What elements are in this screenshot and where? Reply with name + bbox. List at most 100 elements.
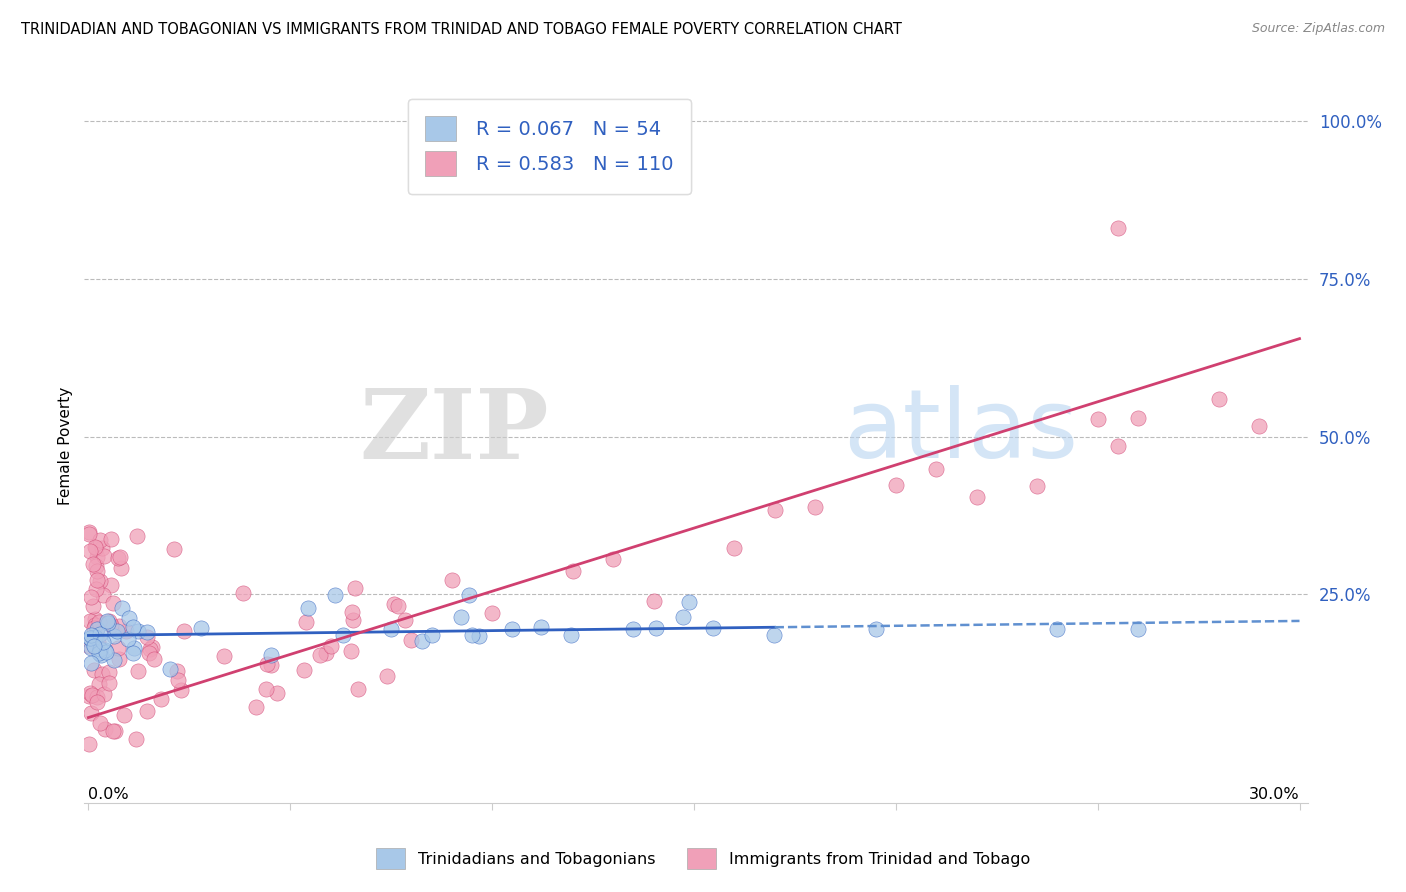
Point	[105, 624, 128, 639]
Point	[86, 622, 108, 636]
Point	[1087, 411, 1109, 425]
Point	[678, 595, 700, 609]
Point	[256, 657, 278, 671]
Point	[77, 526, 100, 541]
Point	[86, 695, 108, 709]
Point	[150, 692, 173, 706]
Point	[84, 612, 107, 626]
Point	[84, 559, 107, 574]
Point	[621, 622, 644, 636]
Point	[343, 581, 366, 595]
Point	[560, 628, 582, 642]
Point	[103, 596, 125, 610]
Text: TRINIDADIAN AND TOBAGONIAN VS IMMIGRANTS FROM TRINIDAD AND TOBAGO FEMALE POVERTY: TRINIDADIAN AND TOBAGONIAN VS IMMIGRANTS…	[21, 22, 903, 37]
Point	[468, 629, 491, 643]
Point	[141, 640, 163, 654]
Point	[115, 624, 138, 638]
Point	[89, 677, 111, 691]
Point	[77, 690, 100, 704]
Point	[80, 590, 103, 604]
Point	[79, 631, 101, 645]
Point	[315, 646, 337, 660]
Legend: Trinidadians and Tobagonians, Immigrants from Trinidad and Tobago: Trinidadians and Tobagonians, Immigrants…	[370, 842, 1036, 875]
Point	[702, 622, 724, 636]
Text: 30.0%: 30.0%	[1249, 787, 1299, 802]
Point	[1107, 221, 1129, 235]
Point	[190, 621, 212, 635]
Point	[309, 648, 332, 662]
Point	[232, 585, 254, 599]
Point	[884, 478, 907, 492]
Point	[82, 637, 104, 651]
Point	[83, 618, 105, 632]
Point	[91, 588, 114, 602]
Point	[457, 588, 479, 602]
Point	[411, 634, 433, 648]
Point	[79, 628, 101, 642]
Point	[110, 561, 132, 575]
Point	[260, 658, 283, 673]
Point	[83, 663, 105, 677]
Point	[297, 601, 319, 615]
Point	[1126, 410, 1149, 425]
Point	[170, 683, 193, 698]
Point	[294, 615, 316, 629]
Point	[86, 550, 108, 565]
Point	[762, 628, 785, 642]
Point	[162, 542, 184, 557]
Point	[103, 653, 125, 667]
Point	[89, 627, 111, 641]
Point	[86, 621, 108, 635]
Point	[173, 624, 195, 638]
Legend: R = 0.067   N = 54, R = 0.583   N = 110: R = 0.067 N = 54, R = 0.583 N = 110	[408, 99, 690, 194]
Point	[83, 631, 105, 645]
Point	[100, 578, 122, 592]
Point	[966, 491, 988, 505]
Point	[110, 550, 132, 565]
Point	[420, 628, 443, 642]
Point	[214, 648, 236, 663]
Point	[925, 462, 948, 476]
Point	[122, 640, 145, 655]
Y-axis label: Female Poverty: Female Poverty	[58, 387, 73, 505]
Point	[97, 665, 120, 680]
Point	[82, 688, 104, 702]
Point	[1208, 392, 1230, 407]
Point	[89, 642, 111, 657]
Point	[108, 651, 131, 665]
Point	[97, 615, 120, 630]
Point	[80, 706, 103, 721]
Point	[84, 541, 107, 555]
Point	[100, 532, 122, 546]
Point	[118, 611, 141, 625]
Point	[440, 573, 463, 587]
Point	[166, 664, 188, 678]
Point	[139, 641, 162, 656]
Point	[79, 631, 101, 645]
Point	[159, 662, 181, 676]
Point	[103, 629, 125, 643]
Point	[643, 594, 665, 608]
Text: 0.0%: 0.0%	[89, 787, 129, 802]
Point	[723, 541, 745, 555]
Point	[104, 724, 127, 739]
Point	[127, 528, 149, 542]
Point	[167, 673, 190, 687]
Point	[94, 722, 117, 736]
Point	[401, 633, 423, 648]
Point	[79, 615, 101, 629]
Text: Source: ZipAtlas.com: Source: ZipAtlas.com	[1251, 22, 1385, 36]
Point	[89, 533, 111, 547]
Point	[143, 652, 166, 666]
Point	[319, 639, 342, 653]
Point	[87, 615, 110, 629]
Point	[87, 635, 110, 649]
Point	[1026, 479, 1049, 493]
Point	[98, 614, 121, 628]
Point	[122, 646, 145, 660]
Point	[96, 615, 118, 629]
Point	[79, 656, 101, 670]
Point	[461, 628, 484, 642]
Point	[91, 635, 114, 649]
Point	[136, 704, 159, 718]
